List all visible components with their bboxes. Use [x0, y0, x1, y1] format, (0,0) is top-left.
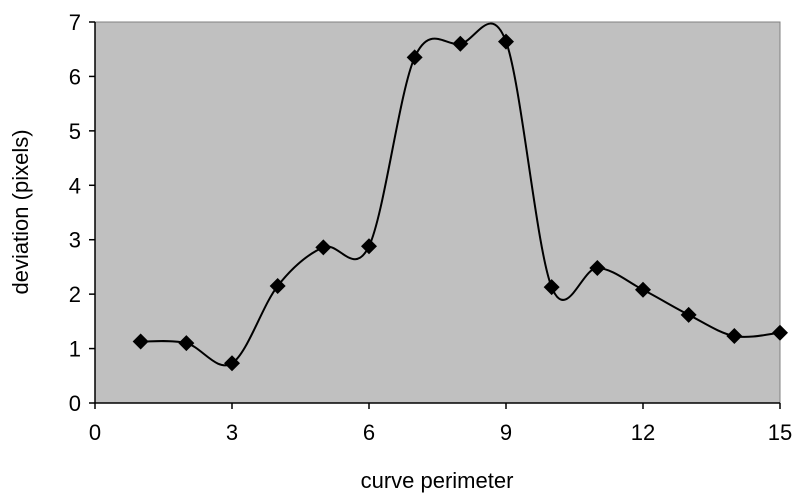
y-tick-label: 2 — [69, 282, 81, 307]
data-point-marker — [680, 306, 697, 323]
data-point-marker — [452, 35, 469, 52]
data-point-marker — [315, 239, 332, 256]
axes — [89, 21, 781, 409]
data-point-marker — [589, 260, 606, 277]
data-point-marker — [132, 333, 149, 350]
x-tick-label: 15 — [768, 420, 792, 445]
x-tick-label: 6 — [363, 420, 375, 445]
data-point-marker — [726, 328, 743, 345]
data-point-marker — [498, 33, 514, 50]
series-layer — [132, 22, 788, 372]
x-tick-label: 0 — [89, 420, 101, 445]
y-tick-label: 1 — [69, 337, 81, 362]
x-tick-label: 3 — [226, 420, 238, 445]
data-point-marker — [224, 355, 240, 372]
y-tick-label: 5 — [69, 119, 81, 144]
x-tick-label: 12 — [631, 420, 655, 445]
data-point-marker — [543, 279, 560, 296]
data-point-marker — [178, 335, 195, 352]
x-tick-label: 9 — [500, 420, 512, 445]
y-axis-title: deviation (pixels) — [8, 129, 33, 294]
x-axis-title: curve perimeter — [361, 468, 514, 493]
data-point-marker — [635, 281, 651, 298]
plot-area — [94, 21, 781, 404]
data-point-marker — [772, 324, 788, 341]
y-tick-label: 0 — [69, 391, 81, 416]
y-tick-label: 3 — [69, 228, 81, 253]
data-point-marker — [361, 238, 377, 255]
data-point-marker — [406, 49, 423, 66]
y-tick-label: 6 — [69, 64, 81, 89]
data-point-marker — [269, 277, 286, 294]
y-tick-label: 7 — [69, 10, 81, 35]
y-tick-label: 4 — [69, 173, 81, 198]
